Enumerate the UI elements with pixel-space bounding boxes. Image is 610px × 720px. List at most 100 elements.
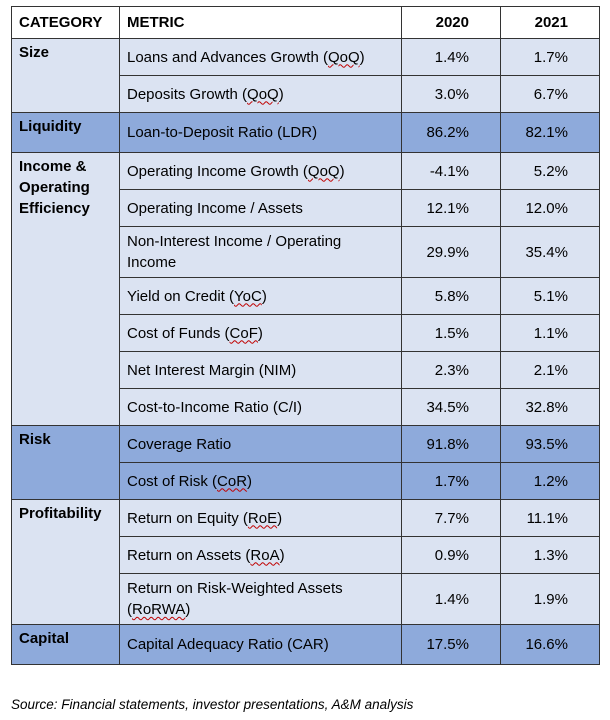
metric-abbreviation: RoA — [250, 546, 280, 564]
table-row: Cost of Funds (CoF) 1.5% 1.1% — [12, 314, 600, 352]
table-row: Size Loans and Advances Growth (QoQ) 1.4% 1… — [11, 38, 600, 113]
value-2020: 0.9% — [401, 536, 501, 574]
value-2021: 16.6% — [500, 624, 600, 665]
metric-label: Operating Income Growth ( — [127, 162, 308, 180]
category-cell: Capital — [11, 624, 120, 665]
value-2020: -4.1% — [401, 152, 501, 190]
value-2020: 2.3% — [401, 351, 501, 389]
metric-cell: Cost of Funds (CoF) — [119, 314, 402, 352]
value-2021: 5.1% — [500, 277, 600, 315]
metric-cell: Return on Assets (RoA) — [119, 536, 402, 574]
metric-abbreviation: RoE — [247, 509, 278, 527]
value-2020: 12.1% — [401, 189, 501, 227]
category-cell: Size — [11, 38, 120, 113]
metric-cell: Loans and Advances Growth (QoQ) — [119, 38, 402, 76]
metric-cell: Operating Income / Assets — [119, 189, 402, 227]
metric-label-suffix: ) — [359, 48, 365, 66]
metric-label-suffix: ) — [277, 509, 283, 527]
metric-label: Cost of Risk ( — [127, 472, 218, 490]
metric-label: Loan-to-Deposit Ratio (LDR) — [127, 124, 318, 141]
table-body: Size Loans and Advances Growth (QoQ) 1.4% 1… — [11, 38, 600, 665]
metric-abbreviation: QoQ — [307, 162, 340, 180]
metric-label: Non-Interest Income / Operating Income — [127, 233, 342, 271]
table-row: Net Interest Margin (NIM) 2.3% 2.1% — [12, 351, 600, 389]
metric-abbreviation: RoRWA — [132, 601, 186, 618]
metric-label: Capital Adequacy Ratio (CAR) — [127, 636, 329, 653]
value-2021: 11.1% — [500, 499, 600, 537]
metric-label: Cost-to-Income Ratio (C/I) — [127, 398, 303, 416]
metric-cell: Cost of Risk (CoR) — [119, 462, 402, 500]
value-2021: 6.7% — [500, 75, 600, 113]
value-2020: 1.7% — [401, 462, 501, 500]
category-cell: Profitability — [11, 499, 120, 625]
metric-label: Return on Equity ( — [127, 509, 248, 527]
value-2021: 1.3% — [500, 536, 600, 574]
metrics-table: CATEGORY METRIC 2020 2021 Size Loans and … — [11, 6, 600, 665]
table-row: Deposits Growth (QoQ) 3.0% 6.7% — [12, 75, 600, 113]
table-row: Return on Assets (RoA) 0.9% 1.3% — [12, 536, 600, 574]
table-row: Cost-to-Income Ratio (C/I) 34.5% 32.8% — [12, 388, 600, 426]
table-row: Risk Coverage Ratio 91.8% 93.5% — [11, 425, 600, 500]
table-row: Operating Income / Assets 12.1% 12.0% — [12, 189, 600, 227]
value-2020: 34.5% — [401, 388, 501, 426]
metric-cell: Yield on Credit (YoC) — [119, 277, 402, 315]
value-2021: 2.1% — [500, 351, 600, 389]
table-row: Liquidity Loan-to-Deposit Ratio (LDR) 86.2… — [11, 112, 600, 153]
header-2021: 2021 — [500, 6, 600, 39]
value-2021: 1.9% — [500, 573, 600, 625]
metric-abbreviation: CoR — [217, 472, 248, 490]
category-cell: Liquidity — [11, 112, 120, 153]
metric-cell: Net Interest Margin (NIM) — [119, 351, 402, 389]
metric-label: Yield on Credit ( — [127, 287, 234, 305]
value-2021: 82.1% — [500, 112, 600, 153]
value-2021: 93.5% — [500, 425, 600, 463]
header-category: CATEGORY — [11, 6, 120, 39]
metric-label: Loans and Advances Growth ( — [127, 48, 328, 66]
metric-label-suffix: ) — [247, 472, 253, 490]
value-2020: 1.4% — [401, 573, 501, 625]
value-2020: 91.8% — [401, 425, 501, 463]
value-2021: 32.8% — [500, 388, 600, 426]
value-2020: 7.7% — [401, 499, 501, 537]
value-2021: 35.4% — [500, 226, 600, 278]
value-2021: 1.7% — [500, 38, 600, 76]
table-row: Non-Interest Income / Operating Income 29… — [12, 226, 600, 278]
value-2021: 5.2% — [500, 152, 600, 190]
value-2020: 86.2% — [401, 112, 501, 153]
metric-label: Return on Risk-Weighted Assets ( — [127, 580, 343, 618]
metric-abbreviation: CoF — [229, 324, 258, 342]
metric-cell: Deposits Growth (QoQ) — [119, 75, 402, 113]
category-cell: Income & Operating Efficiency — [11, 152, 120, 426]
metric-cell: Capital Adequacy Ratio (CAR) — [119, 624, 402, 665]
value-2020: 29.9% — [401, 226, 501, 278]
value-2020: 1.5% — [401, 314, 501, 352]
metric-abbreviation: YoC — [234, 287, 262, 305]
metric-cell: Return on Risk-Weighted Assets (RoRWA) — [119, 573, 402, 625]
table-row: Capital Capital Adequacy Ratio (CAR) 17.5%… — [11, 624, 600, 665]
metric-label-suffix: ) — [279, 546, 285, 564]
table-row: Income & Operating Efficiency Operating I… — [11, 152, 600, 426]
metric-label: Net Interest Margin (NIM) — [127, 361, 297, 379]
value-2020: 17.5% — [401, 624, 501, 665]
table-row: Yield on Credit (YoC) 5.8% 5.1% — [12, 277, 600, 315]
value-2021: 1.2% — [500, 462, 600, 500]
source-note: Source: Financial statements, investor p… — [11, 697, 414, 712]
value-2021: 1.1% — [500, 314, 600, 352]
metric-cell: Loan-to-Deposit Ratio (LDR) — [119, 112, 402, 153]
metric-label: Return on Assets ( — [127, 546, 251, 564]
metric-label-suffix: ) — [278, 85, 284, 103]
metric-cell: Return on Equity (RoE) — [119, 499, 402, 537]
value-2020: 1.4% — [401, 38, 501, 76]
metric-label-suffix: ) — [339, 162, 345, 180]
metric-label-suffix: ) — [257, 324, 263, 342]
metric-cell: Operating Income Growth (QoQ) — [119, 152, 402, 190]
value-2020: 3.0% — [401, 75, 501, 113]
value-2020: 5.8% — [401, 277, 501, 315]
metric-cell: Coverage Ratio — [119, 425, 402, 463]
metric-label: Deposits Growth ( — [127, 85, 248, 103]
category-cell: Risk — [11, 425, 120, 500]
value-2021: 12.0% — [500, 189, 600, 227]
metric-cell: Cost-to-Income Ratio (C/I) — [119, 388, 402, 426]
metric-cell: Non-Interest Income / Operating Income — [119, 226, 402, 278]
metric-label-suffix: ) — [261, 287, 267, 305]
